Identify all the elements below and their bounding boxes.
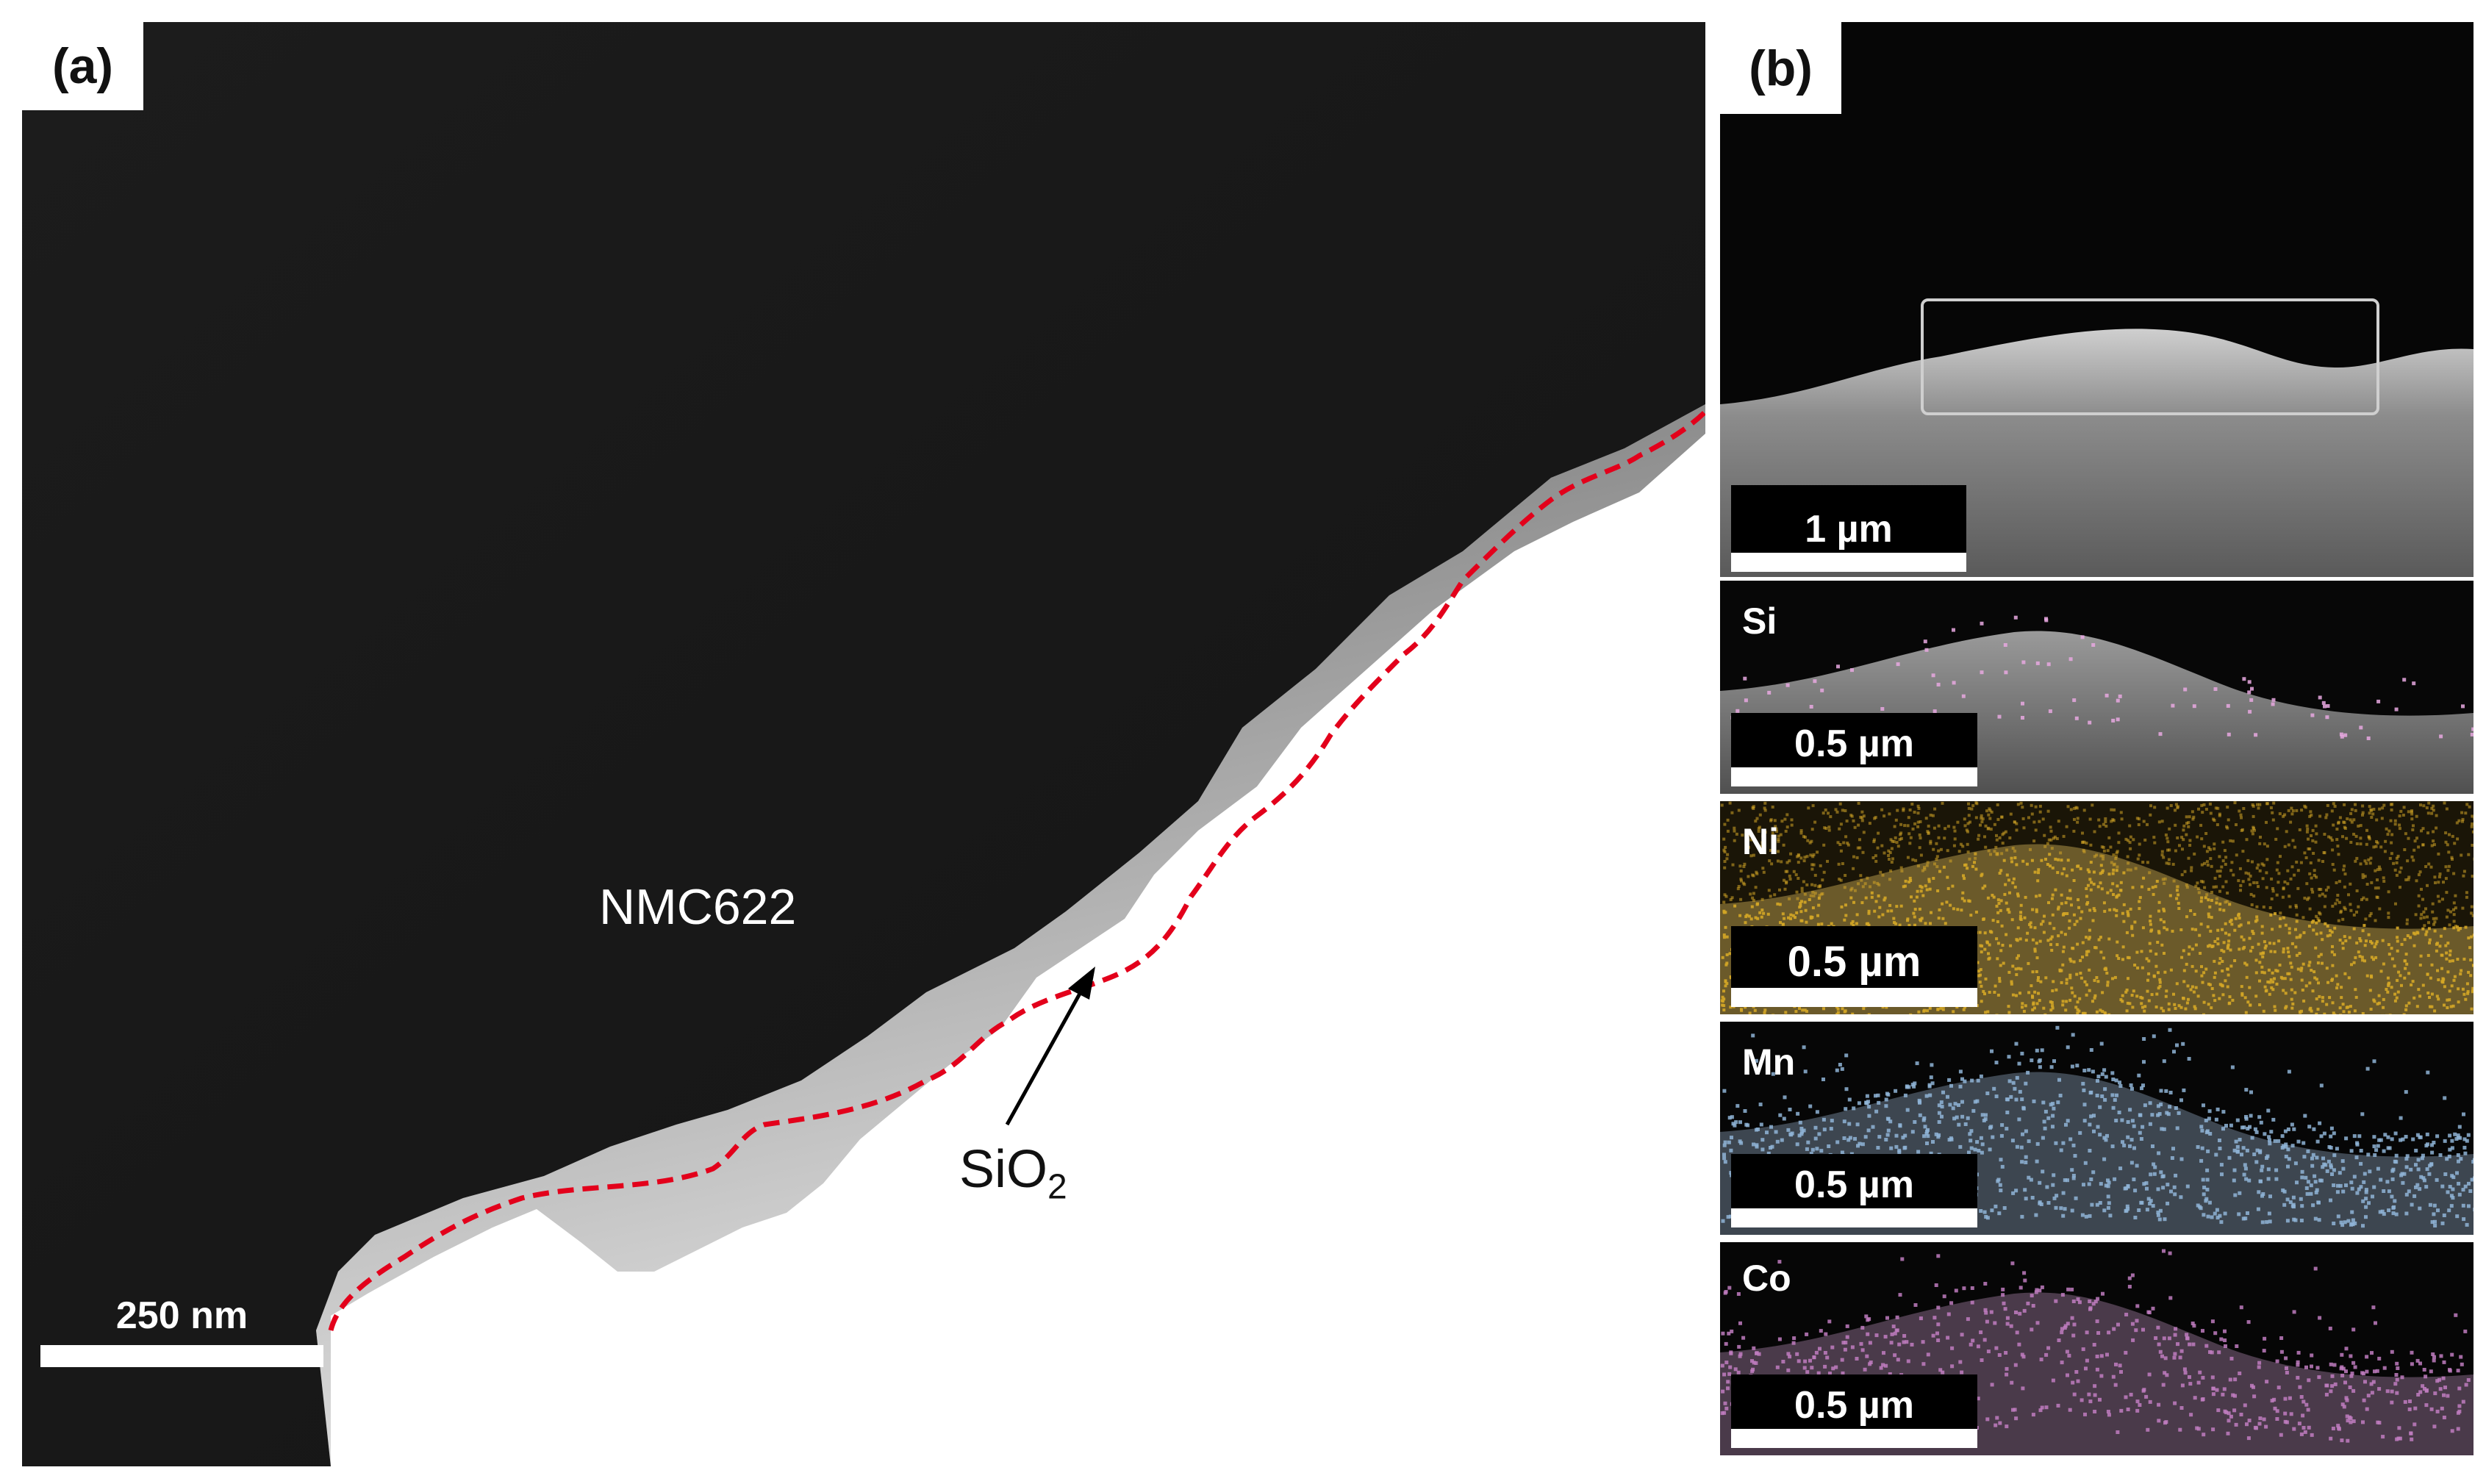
scale-bar-mn: 0.5 µm bbox=[1731, 1154, 1977, 1227]
scale-bar-a-label: 250 nm bbox=[115, 1294, 248, 1337]
scale-bar-si-bar bbox=[1731, 767, 1977, 786]
eds-map-ni: Ni 0.5 µm bbox=[1720, 801, 2474, 1014]
eds-map-mn-label: Mn bbox=[1742, 1042, 1796, 1083]
sio2-label-subscript: 2 bbox=[1047, 1167, 1067, 1207]
nmc622-particle bbox=[22, 22, 1705, 1466]
region-of-interest-box bbox=[1921, 298, 2379, 415]
sio2-arrowhead bbox=[1068, 967, 1095, 1000]
scale-bar-b-overview-bar bbox=[1731, 553, 1966, 572]
sio2-coating-region bbox=[316, 404, 1705, 1466]
scale-bar-mn-bar bbox=[1731, 1208, 1977, 1227]
tem-micrograph bbox=[22, 22, 1705, 1466]
nmc622-label: NMC622 bbox=[599, 879, 797, 935]
panel-b-letter: (b) bbox=[1720, 22, 1841, 114]
eds-map-ni-label: Ni bbox=[1742, 821, 1779, 862]
scale-bar-si: 0.5 µm bbox=[1731, 713, 1977, 786]
scale-bar-co-bar bbox=[1731, 1429, 1977, 1448]
eds-map-si: Si 0.5 µm bbox=[1720, 581, 2474, 794]
scale-bar-a bbox=[40, 1345, 323, 1367]
sio2-label: SiO2 bbox=[959, 1139, 1067, 1207]
eds-map-co-label: Co bbox=[1742, 1258, 1791, 1299]
scale-bar-ni-label: 0.5 µm bbox=[1787, 938, 1921, 986]
scale-bar-b-overview-label: 1 µm bbox=[1805, 508, 1893, 551]
scale-bar-co-label: 0.5 µm bbox=[1794, 1384, 1914, 1427]
sio2-arrow bbox=[1005, 991, 1083, 1126]
eds-map-co: Co 0.5 µm bbox=[1720, 1242, 2474, 1455]
particle-boundary-line bbox=[328, 409, 1705, 1331]
sio2-label-text: SiO bbox=[959, 1140, 1048, 1199]
scale-bar-si-label: 0.5 µm bbox=[1794, 723, 1914, 765]
scale-bar-mn-label: 0.5 µm bbox=[1794, 1164, 1914, 1206]
tem-image-panel-a: (a) NMC622 SiO2 250 nm bbox=[22, 22, 1705, 1466]
scale-bar-ni-bar bbox=[1731, 988, 1977, 1007]
eds-map-si-label: Si bbox=[1742, 601, 1777, 642]
panel-a-letter: (a) bbox=[22, 22, 143, 110]
scale-bar-co: 0.5 µm bbox=[1731, 1374, 1977, 1448]
scale-bar-ni: 0.5 µm bbox=[1731, 926, 1977, 1007]
haadf-overview-panel-b: (b) 1 µm bbox=[1720, 22, 2474, 577]
eds-map-mn: Mn 0.5 µm bbox=[1720, 1022, 2474, 1235]
scale-bar-b-overview: 1 µm bbox=[1731, 485, 1966, 572]
ni-signal-dots bbox=[1720, 801, 2474, 1014]
